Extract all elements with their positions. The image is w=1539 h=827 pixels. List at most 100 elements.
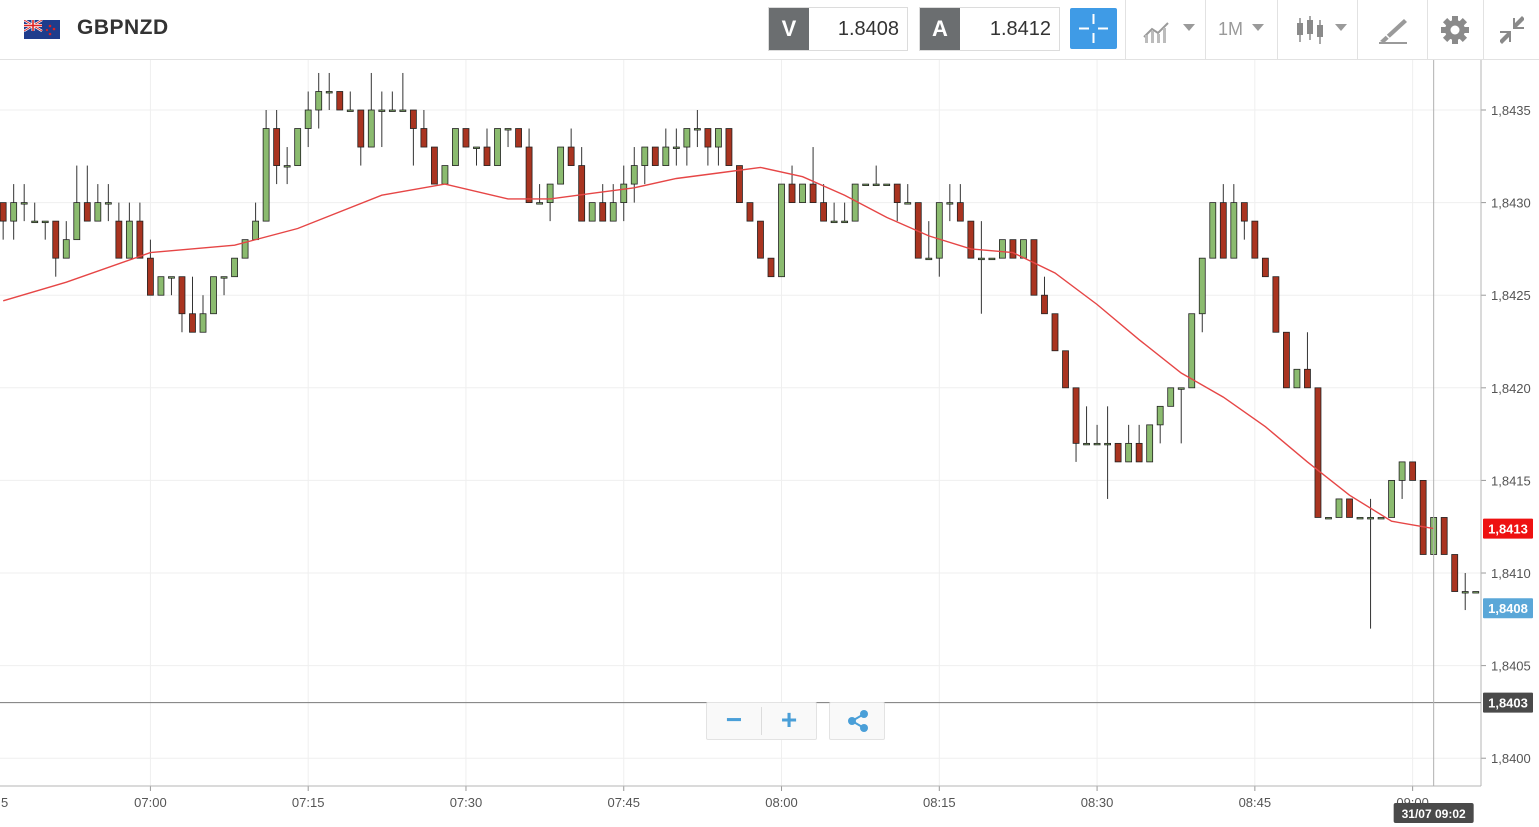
candle-down	[462, 128, 470, 148]
candle-up	[988, 257, 996, 261]
candle-down	[1314, 387, 1322, 518]
x-tick-label: 08:00	[765, 795, 798, 810]
candle-down	[189, 313, 196, 333]
crosshair-button[interactable]	[1070, 8, 1117, 49]
candle-down	[704, 128, 712, 148]
candle-down	[515, 128, 522, 148]
x-tick-label: 07:15	[292, 795, 325, 810]
price-badge-ma	[1483, 518, 1533, 539]
settings-button[interactable]	[1427, 0, 1483, 59]
price-chart[interactable]: 1,8400 1,8405 1,8410 1,8415 1,8420 1,8425 1,84…	[0, 60, 1539, 827]
candle-up	[946, 202, 954, 205]
chart-type-button[interactable]	[1277, 0, 1357, 59]
crosshair-time-badge	[1393, 803, 1474, 823]
candle-up	[1156, 405, 1164, 426]
candle-up	[1177, 387, 1185, 390]
indicators-button[interactable]	[1125, 0, 1205, 59]
y-tick-label: 1,8425	[1491, 288, 1531, 303]
candle-up	[304, 109, 312, 129]
candle-down	[1240, 202, 1248, 222]
candle-down	[757, 220, 764, 259]
zoom-in-button[interactable]: +	[780, 704, 798, 735]
price-badge-label: 1,8403	[1488, 696, 1528, 711]
x-tick-label: 07:45	[607, 795, 640, 810]
zoom-out-button[interactable]: −	[725, 704, 743, 735]
candle-up	[494, 128, 501, 166]
candle-up	[683, 128, 691, 148]
candle-up	[1377, 517, 1385, 520]
candle-up	[388, 109, 396, 112]
candle-down	[1283, 331, 1290, 389]
share-button[interactable]	[829, 702, 885, 740]
candle-up	[473, 146, 480, 149]
candle-up	[231, 257, 238, 278]
candle-up	[378, 109, 386, 112]
candle-down	[578, 165, 586, 222]
chart-background	[0, 60, 1539, 827]
symbol-title: GBPNZD	[77, 16, 169, 39]
y-tick-label: 1,8405	[1491, 659, 1531, 674]
candle-down	[1135, 442, 1143, 463]
uk-nz-flag-icon	[24, 20, 60, 39]
gear-icon	[1441, 16, 1469, 44]
candle-down	[567, 146, 575, 166]
candle-up	[1325, 517, 1332, 520]
x-tick-label: 07:00	[134, 795, 167, 810]
candle-up	[1188, 313, 1196, 389]
candle-up	[1472, 591, 1480, 594]
drawing-tools-button[interactable]	[1357, 0, 1427, 59]
candle-up	[1083, 442, 1090, 446]
collapse-icon	[1500, 16, 1524, 44]
y-tick-label: 1,8420	[1491, 381, 1531, 396]
candle-up	[1146, 424, 1154, 463]
indicator-chart-icon	[1143, 22, 1169, 43]
candle-up	[399, 109, 407, 112]
candle-down	[1272, 276, 1280, 333]
candle-down	[1030, 239, 1038, 296]
candle-up	[778, 183, 785, 278]
candle-up	[315, 91, 323, 111]
zoom-controls: − +	[706, 702, 817, 740]
candle-up	[1388, 480, 1395, 518]
chevron-down-icon	[1335, 24, 1347, 31]
candle-up	[1335, 498, 1343, 518]
candle-up	[1356, 517, 1364, 520]
candle-down	[809, 183, 817, 204]
candle-down	[1409, 461, 1417, 481]
candle-down	[115, 220, 123, 259]
candle-down	[52, 220, 60, 259]
buy-price-box[interactable]: A 1.8412	[919, 7, 1060, 51]
x-tick-label: 08:45	[1239, 795, 1272, 810]
candle-up	[546, 183, 554, 204]
candle-down	[1041, 294, 1048, 315]
candle-up	[1093, 442, 1101, 446]
candle-down	[483, 146, 491, 166]
candle-up	[220, 276, 228, 279]
candle-up	[325, 91, 333, 94]
timeframe-button[interactable]: 1M	[1205, 0, 1277, 59]
candle-down	[967, 220, 975, 259]
moving-average-line	[3, 166, 1434, 530]
candle-down	[357, 109, 365, 148]
candle-up	[104, 202, 112, 205]
y-tick-label: 1,8435	[1491, 103, 1531, 118]
candle-down	[767, 257, 775, 278]
collapse-button[interactable]	[1483, 0, 1539, 59]
buy-price: 1.8412	[989, 18, 1051, 40]
candle-up	[620, 183, 628, 204]
candle-down	[746, 202, 754, 222]
sell-price-box[interactable]: V 1.8408	[768, 7, 908, 51]
candle-down	[0, 202, 7, 222]
candle-up	[862, 183, 870, 186]
candle-up	[872, 183, 880, 186]
x-tick-label: 07:30	[450, 795, 483, 810]
zoom-divider	[761, 707, 762, 735]
candle-down	[525, 146, 533, 204]
sell-price: 1.8408	[837, 18, 899, 40]
candle-up	[977, 257, 985, 261]
candle-up	[73, 202, 81, 241]
crosshair-icon	[1079, 14, 1108, 43]
candle-up	[94, 202, 102, 222]
candle-up	[925, 257, 933, 261]
candle-up	[672, 146, 680, 149]
